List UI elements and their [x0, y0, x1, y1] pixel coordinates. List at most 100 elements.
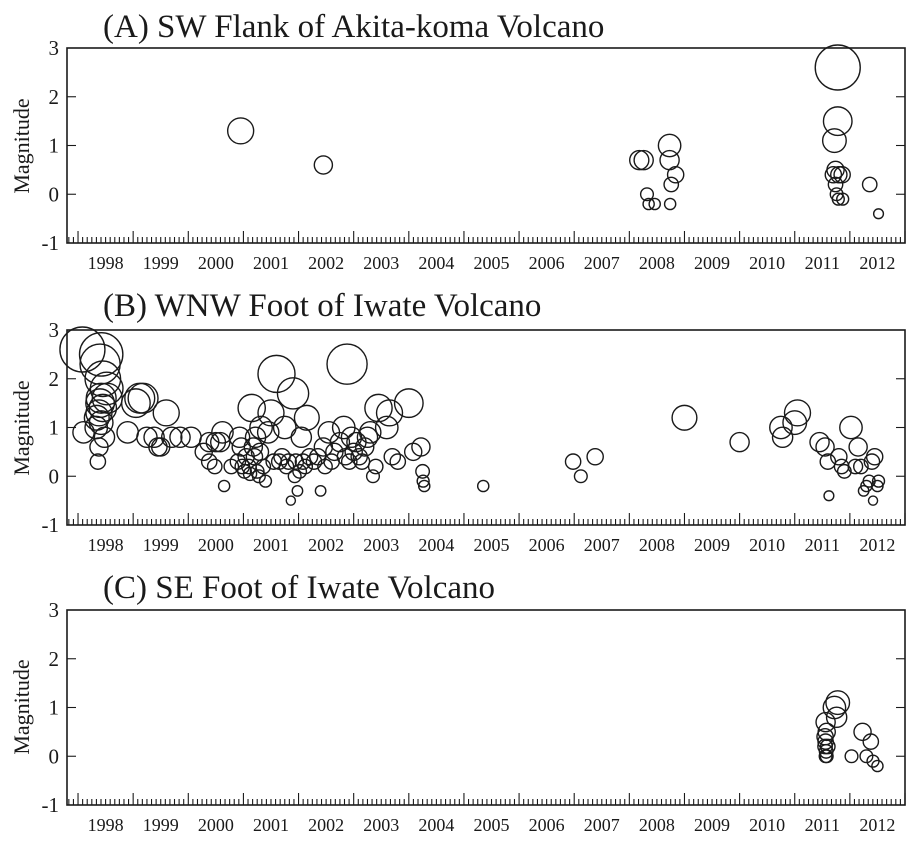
event-marker: [564, 453, 582, 470]
event-marker: [211, 421, 234, 444]
xtick-label: 2007: [584, 253, 620, 273]
ytick-label: 0: [49, 182, 60, 206]
xtick-label: 2006: [529, 535, 565, 555]
event-marker: [272, 415, 297, 440]
event-marker: [217, 479, 231, 493]
event-marker: [354, 437, 375, 457]
xtick-label: 2009: [694, 253, 730, 273]
event-marker: [237, 393, 267, 423]
xtick-label: 2010: [749, 535, 785, 555]
event-marker: [865, 447, 884, 466]
event-marker: [340, 453, 358, 470]
event-marker: [573, 469, 588, 484]
ytick-label: 2: [49, 85, 60, 109]
xtick-label: 2011: [805, 253, 840, 273]
event-marker: [769, 415, 793, 440]
ytick-label: 1: [49, 696, 60, 720]
event-marker: [859, 749, 874, 764]
event-marker: [853, 722, 872, 742]
event-marker: [180, 426, 202, 449]
xtick-label: 1999: [143, 253, 179, 273]
ytick-label: -1: [42, 231, 60, 255]
xtick-label: 2009: [694, 815, 730, 835]
panel-c: (C) SE Foot of Iwate Volcano Magnitude 3…: [9, 570, 906, 835]
event-marker: [300, 447, 319, 466]
event-marker: [364, 393, 393, 423]
xtick-label: 2004: [418, 815, 454, 835]
xtick-label: 1999: [143, 815, 179, 835]
event-marker: [251, 469, 266, 484]
xtick-label: 2003: [363, 815, 399, 835]
event-marker: [209, 431, 231, 453]
panel-a-ylabel: Magnitude: [9, 98, 34, 193]
event-marker: [863, 453, 881, 470]
event-marker: [78, 332, 124, 377]
ytick-label: 3: [49, 318, 60, 342]
event-marker: [326, 343, 368, 385]
event-marker: [79, 343, 121, 385]
event-marker: [124, 382, 156, 414]
xtick-label: 1999: [143, 535, 179, 555]
ytick-label: 0: [49, 744, 60, 768]
ytick-label: 0: [49, 464, 60, 488]
event-marker: [152, 399, 180, 427]
event-marker: [815, 711, 836, 733]
event-marker: [136, 426, 158, 449]
event-marker: [825, 706, 848, 729]
event-marker: [417, 479, 431, 493]
event-marker: [169, 426, 191, 449]
event-marker: [411, 437, 431, 457]
xtick-label: 2012: [859, 253, 895, 273]
event-marker: [809, 431, 830, 453]
panel-b-marks: [59, 326, 886, 506]
event-marker: [305, 453, 323, 470]
event-marker: [374, 415, 399, 440]
event-marker: [383, 447, 402, 466]
event-marker: [729, 431, 750, 453]
panel-c-ylabel: Magnitude: [9, 659, 34, 754]
event-marker: [833, 458, 850, 475]
event-marker: [867, 495, 879, 506]
event-marker: [628, 149, 650, 171]
xtick-label: 2001: [253, 535, 289, 555]
event-marker: [872, 208, 885, 220]
event-marker: [861, 176, 878, 193]
event-marker: [200, 453, 218, 470]
xtick-label: 2002: [308, 535, 344, 555]
event-marker: [824, 165, 843, 184]
ytick-label: 1: [49, 416, 60, 440]
event-marker: [389, 453, 407, 470]
ytick-label: 1: [49, 134, 60, 158]
panel-b-title: (B) WNW Foot of Iwate Volcano: [103, 288, 541, 324]
xtick-label: 2008: [639, 535, 675, 555]
event-marker: [258, 474, 273, 488]
ytick-label: 2: [49, 367, 60, 391]
event-marker: [825, 690, 851, 716]
panel-c-title: (C) SE Foot of Iwate Volcano: [103, 570, 495, 606]
xtick-label: 2000: [198, 535, 234, 555]
xtick-label: 2009: [694, 535, 730, 555]
panel-a-title: (A) SW Flank of Akita-koma Volcano: [103, 9, 604, 45]
panel-a-axes: 3 2 1 0 -1 1998 1999 2000 2001 2002 2003 2004 2005 20…: [42, 36, 906, 273]
event-marker: [848, 437, 868, 457]
event-marker: [72, 421, 95, 444]
xtick-label: 2005: [474, 815, 510, 835]
xtick-label: 2001: [253, 253, 289, 273]
xtick-label: 2001: [253, 815, 289, 835]
event-marker: [416, 474, 430, 488]
event-marker: [830, 447, 848, 466]
panel-c-axes: 3 2 1 0 -1 1998 1999 2000 2001 2002 2003 2004 2005 20…: [42, 598, 906, 835]
event-marker: [836, 463, 852, 479]
event-marker: [839, 415, 863, 440]
xtick-label: 1998: [88, 253, 124, 273]
event-marker: [663, 176, 680, 193]
event-marker: [91, 382, 123, 414]
event-marker: [292, 463, 308, 479]
event-marker: [862, 733, 880, 750]
event-marker: [293, 404, 320, 431]
event-marker: [314, 484, 327, 497]
event-marker: [639, 187, 655, 202]
xtick-label: 2010: [749, 815, 785, 835]
event-marker: [393, 388, 424, 419]
event-marker: [257, 399, 285, 427]
